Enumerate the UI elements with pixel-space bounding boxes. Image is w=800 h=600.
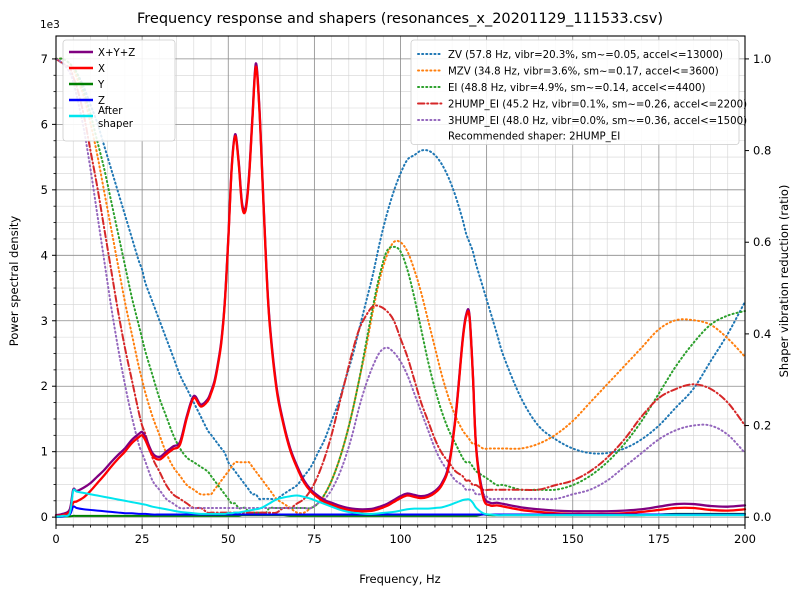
- legend-label-x-y-z[interactable]: X+Y+Z: [98, 48, 135, 59]
- x-tick-label: 125: [476, 532, 498, 546]
- series-line-3hump-ei: [55, 57, 746, 510]
- x-tick-label: 75: [307, 532, 322, 546]
- legend-label-ei[interactable]: EI (48.8 Hz, vibr=4.9%, sm~=0.14, accel<…: [448, 83, 705, 94]
- recommended-shaper-text: Recommended shaper: 2HUMP_EI: [448, 132, 620, 143]
- y-tick-label: 7: [41, 52, 48, 66]
- y-tick-label: 5: [41, 183, 48, 197]
- y2-tick-label: 0.0: [753, 510, 771, 524]
- page-title: Frequency response and shapers (resonanc…: [137, 11, 663, 27]
- series-line-x: [54, 65, 747, 517]
- x-tick-label: 200: [734, 532, 756, 546]
- y-tick-label: 6: [41, 117, 48, 131]
- legend-label-after-shaper-cont[interactable]: shaper: [98, 119, 134, 130]
- y2-tick-label: 0.6: [753, 235, 771, 249]
- y-axis-label: Power spectral density: [7, 216, 21, 347]
- legend-label-z[interactable]: Z: [98, 96, 105, 107]
- x-tick-label: 175: [648, 532, 670, 546]
- x-tick-label: 0: [52, 532, 59, 546]
- x-axis-label: Frequency, Hz: [359, 572, 440, 586]
- legend-label-mzv[interactable]: MZV (34.8 Hz, vibr=3.6%, sm~=0.17, accel…: [448, 67, 719, 78]
- y-tick-label: 4: [41, 248, 48, 262]
- legend-label-zv[interactable]: ZV (57.8 Hz, vibr=20.3%, sm~=0.05, accel…: [448, 50, 723, 61]
- legend-label-after-shaper[interactable]: After: [98, 106, 123, 117]
- y2-tick-label: 0.8: [753, 144, 771, 158]
- y-tick-label: 3: [41, 314, 48, 328]
- series-line-zv: [55, 57, 746, 501]
- legend-shapers[interactable]: ZV (57.8 Hz, vibr=20.3%, sm~=0.05, accel…: [410, 39, 747, 145]
- legend-label-y[interactable]: Y: [97, 80, 105, 91]
- y-tick-label: 2: [41, 379, 48, 393]
- x-tick-label: 100: [390, 532, 412, 546]
- x-tick-label: 150: [562, 532, 584, 546]
- axis-tick-labels: 0 25 50 75 100 125 150 175 200 0 1 2 3 4 5 6 7 0.0 0.2 0.4 0…: [41, 52, 772, 546]
- series-line-mzv: [55, 57, 746, 515]
- legend-label-x[interactable]: X: [98, 64, 105, 75]
- x-tick-label: 25: [135, 532, 150, 546]
- x-tick-label: 50: [221, 532, 236, 546]
- y-tick-label: 1: [41, 445, 48, 459]
- y2-tick-label: 0.2: [753, 419, 771, 433]
- y-tick-label: 0: [41, 510, 48, 524]
- legend-label-3hump-ei[interactable]: 3HUMP_EI (48.0 Hz, vibr=0.0%, sm~=0.36, …: [448, 116, 747, 127]
- y2-tick-label: 1.0: [753, 52, 771, 66]
- secondary-y-axis-label: Shaper vibration reduction (ratio): [777, 185, 791, 378]
- legend-label-2hump-ei[interactable]: 2HUMP_EI (45.2 Hz, vibr=0.1%, sm~=0.26, …: [448, 100, 747, 111]
- y-axis-offset-label: 1e3: [40, 19, 60, 31]
- y2-tick-label: 0.4: [753, 327, 771, 341]
- axis-ticks: [52, 58, 749, 529]
- data-series-layer: [54, 57, 747, 518]
- series-line-after-shaper: [55, 488, 746, 518]
